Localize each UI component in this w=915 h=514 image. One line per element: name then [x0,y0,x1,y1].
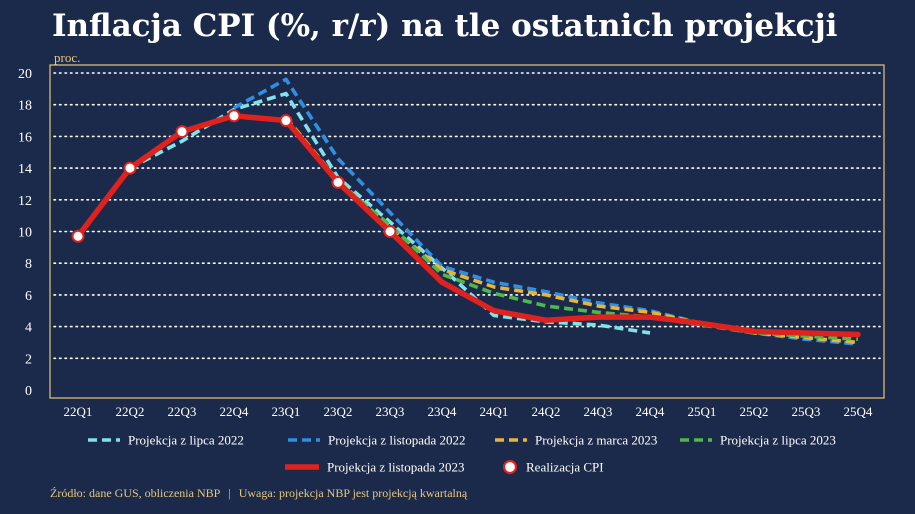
cpi-marker [71,229,85,243]
cpi-marker [123,161,137,175]
legend-item-2: Projekcja z listopada 2022 [288,433,466,448]
x-tick-label: 22Q1 [64,404,93,419]
x-tick-label: 24Q1 [480,404,509,419]
x-tick-label: 23Q1 [272,404,301,419]
y-tick-label: 14 [18,162,32,177]
footer-separator: | [228,486,231,500]
cpi-marker [331,175,345,189]
legend-item-3: Projekcja z marca 2023 [495,433,657,448]
x-tick-label: 24Q2 [532,404,561,419]
y-tick-label: 18 [18,99,32,114]
x-tick-label: 22Q3 [168,404,197,419]
cpi-marker [175,125,189,139]
legend-item-5: Projekcja z listopada 2023 [285,460,465,475]
y-tick-label: 0 [25,384,32,399]
source-footer: Źródło: dane GUS, obliczenia NBP | Uwaga: … [50,486,467,501]
chart-title: Inflacja CPI (%, r/r) na tle ostatnich p… [52,8,838,44]
plot-frame [49,64,885,399]
y-axis-unit-label: proc. [54,50,81,65]
x-tick-label: 23Q3 [376,404,405,419]
x-tick-label: 25Q1 [688,404,717,419]
legend-item-4: Projekcja z lipca 2023 [680,433,836,448]
y-tick-label: 20 [18,67,32,82]
x-tick-label: 24Q4 [636,404,665,419]
source-text: Źródło: dane GUS, obliczenia NBP [50,486,221,500]
legend-marker-swatch [502,459,518,475]
series-line-2 [233,77,859,346]
y-tick-label: 6 [25,289,32,304]
x-tick-label: 22Q2 [116,404,145,419]
legend-label: Projekcja z lipca 2023 [720,433,836,448]
legend-label: Realizacja CPI [526,460,604,475]
x-tick-label: 22Q4 [220,404,249,419]
y-tick-label: 12 [18,194,32,209]
legend-item-6: Realizacja CPI [502,459,604,475]
x-tick-label: 25Q2 [740,404,769,419]
y-tick-label: 8 [25,257,32,272]
y-tick-label: 10 [18,226,32,241]
x-tick-label: 23Q4 [428,404,457,419]
x-tick-label: 23Q2 [324,404,353,419]
x-tick-label: 24Q3 [584,404,613,419]
x-tick-label: 25Q4 [844,404,873,419]
cpi-marker [227,109,241,123]
series-line-4 [336,180,859,342]
y-tick-label: 16 [18,130,32,145]
cpi-marker [279,114,293,128]
cpi-marker [383,225,397,238]
legend-label: Projekcja z listopada 2022 [328,433,466,448]
legend-label: Projekcja z lipca 2022 [128,433,244,448]
series-line-5 [75,113,861,338]
legend-label: Projekcja z listopada 2023 [327,460,465,475]
legend-label: Projekcja z marca 2023 [535,433,657,448]
x-tick-label: 25Q3 [792,404,821,419]
y-tick-label: 4 [25,321,32,336]
note-text: Uwaga: projekcja NBP jest projekcją kwar… [238,486,468,500]
legend-item-1: Projekcja z lipca 2022 [88,433,244,448]
y-tick-label: 2 [25,352,32,367]
